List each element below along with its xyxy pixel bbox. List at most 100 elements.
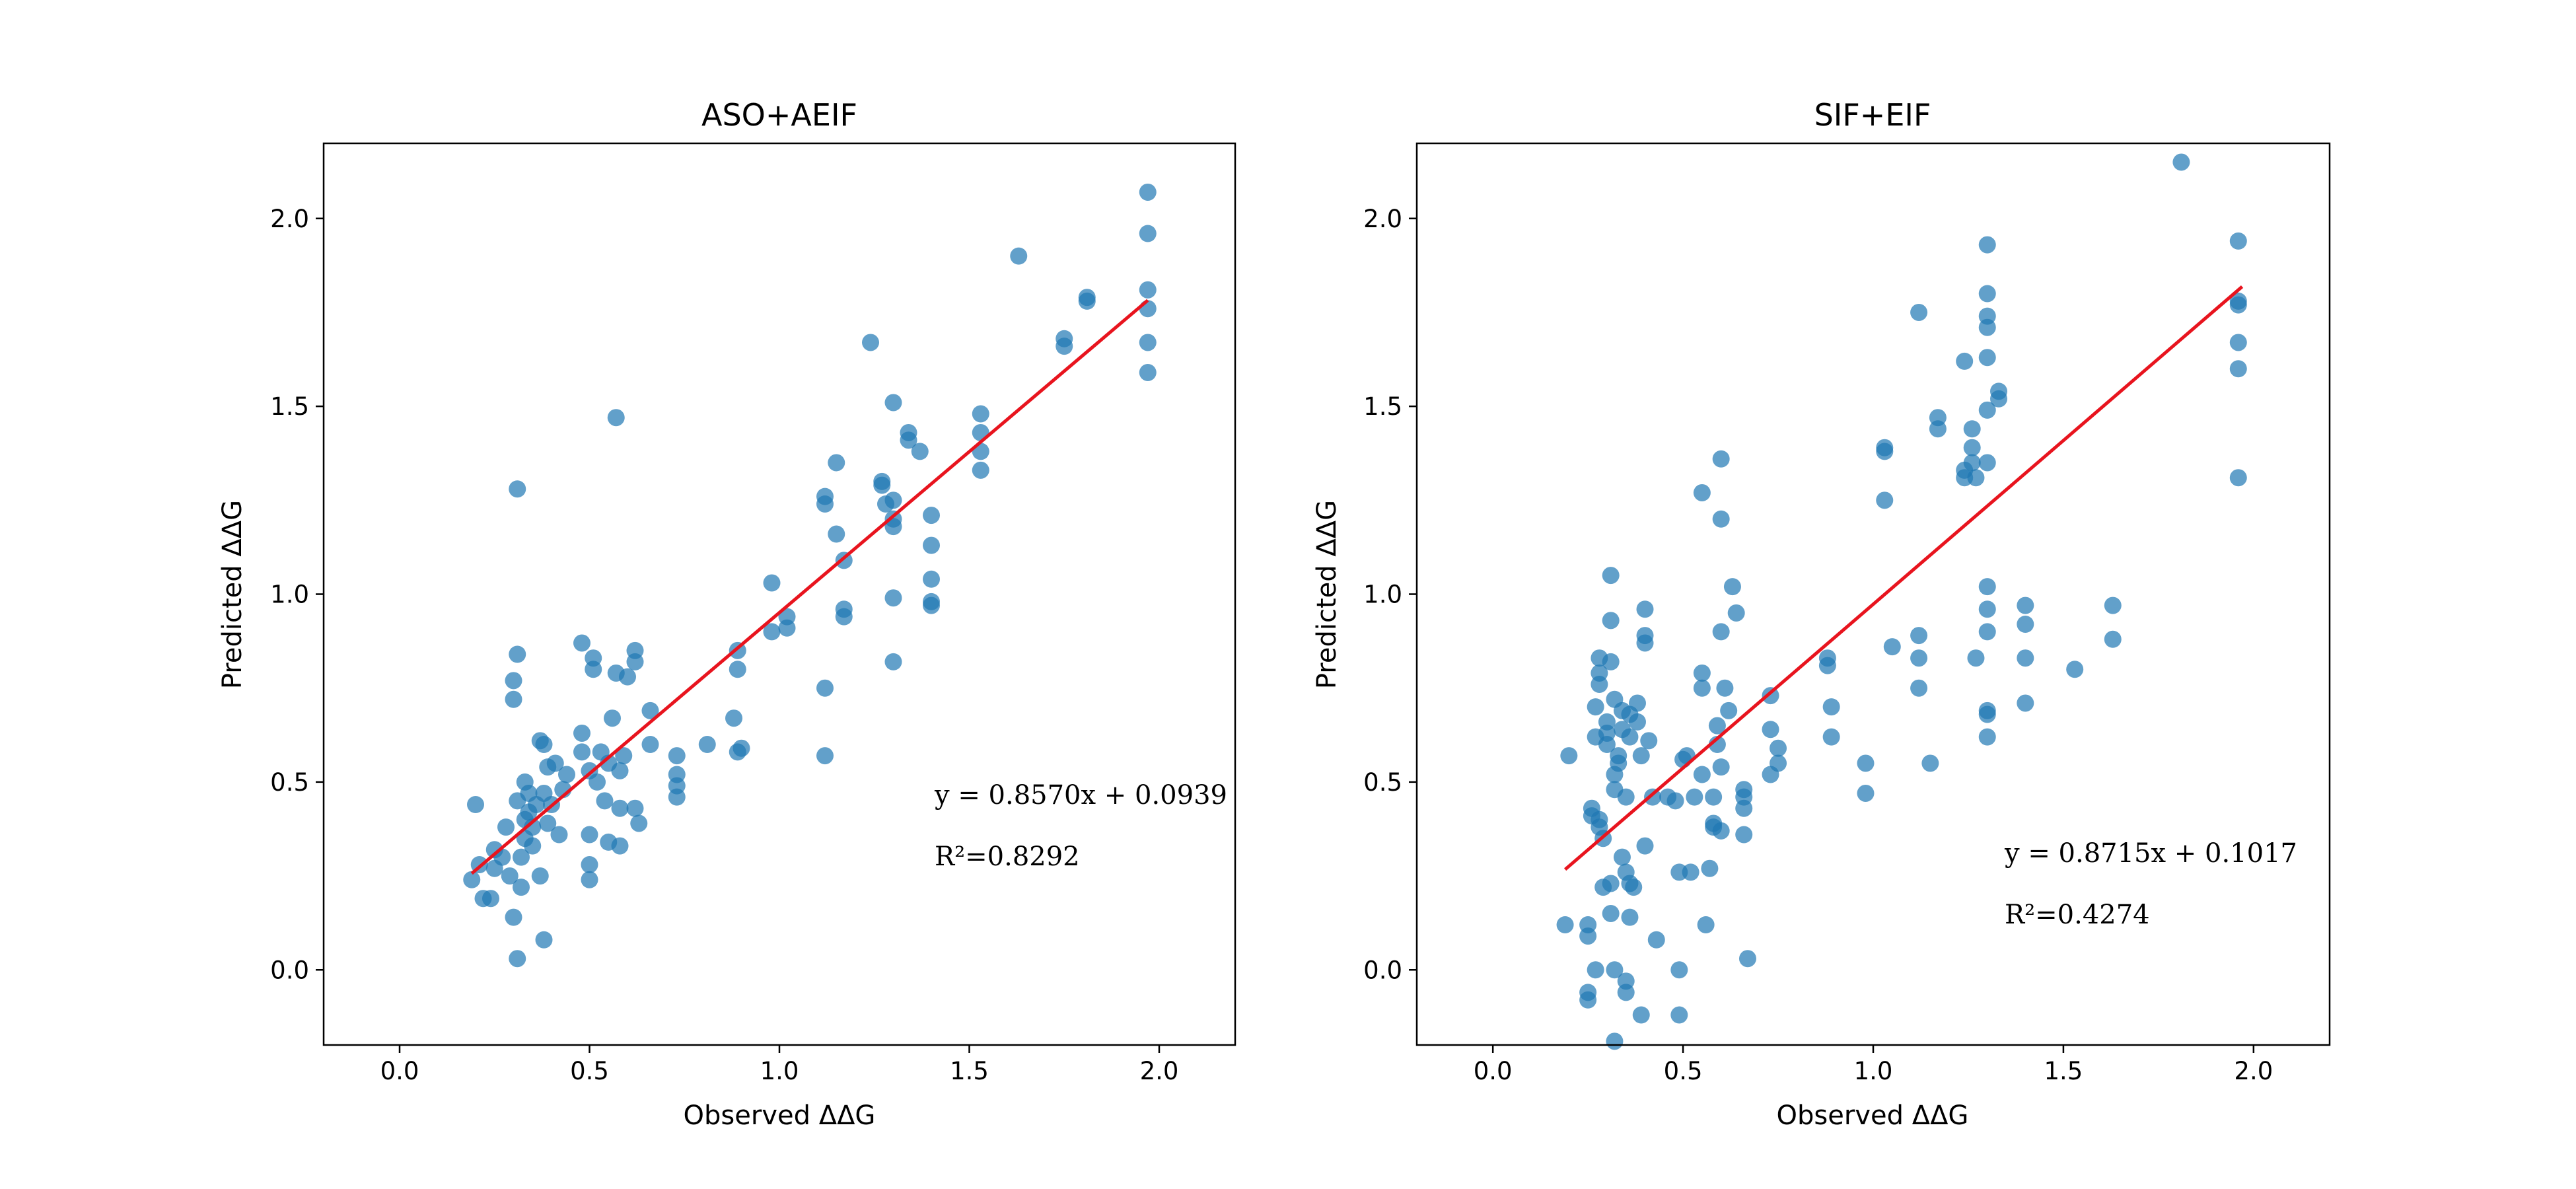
data-point	[1693, 664, 1711, 682]
data-point	[619, 668, 636, 686]
data-point	[531, 867, 549, 885]
data-point	[1606, 1032, 1624, 1050]
y-axis-title: Predicted ΔΔG	[217, 500, 248, 689]
y-tick-label: 0.5	[270, 768, 309, 797]
data-point	[2229, 334, 2247, 351]
plot-frame	[322, 142, 1236, 1046]
data-point	[1701, 859, 1719, 877]
data-point	[1705, 788, 1723, 806]
y-tick-label: 1.5	[270, 392, 309, 421]
regression-equation: y = 0.8570x + 0.0939	[934, 780, 1227, 811]
data-point	[535, 736, 553, 753]
data-point	[778, 619, 796, 637]
data-point	[581, 856, 598, 873]
data-point	[1556, 916, 1574, 933]
y-tick-label: 2.0	[270, 205, 309, 233]
data-point	[1967, 469, 1985, 487]
x-tick-label: 2.0	[2234, 1057, 2273, 1085]
data-point	[1735, 799, 1753, 817]
data-point	[1632, 747, 1650, 765]
data-point	[505, 672, 522, 690]
data-point	[1587, 961, 1604, 979]
data-point	[497, 818, 515, 836]
data-point	[463, 871, 481, 888]
data-point	[835, 608, 853, 626]
data-point	[2229, 360, 2247, 378]
data-point	[1770, 754, 1787, 772]
data-point	[1591, 676, 1608, 693]
data-point	[611, 799, 629, 817]
data-point	[828, 454, 845, 472]
data-point	[1010, 247, 1028, 265]
data-point	[668, 747, 686, 765]
plot-title: ASO+AEIF	[701, 97, 857, 133]
data-point	[1978, 600, 1996, 618]
data-point	[862, 334, 879, 351]
data-point	[1602, 653, 1620, 670]
data-point	[509, 480, 526, 498]
data-point	[1712, 510, 1730, 528]
data-point	[1727, 604, 1745, 622]
x-tick-label: 1.5	[950, 1057, 989, 1085]
data-point	[1818, 657, 1836, 674]
data-point	[2104, 630, 2122, 648]
data-point	[1978, 454, 1996, 472]
data-point	[1613, 848, 1631, 866]
data-point	[1139, 225, 1157, 242]
data-point	[589, 773, 606, 791]
data-point	[923, 570, 940, 588]
data-point	[972, 405, 989, 423]
y-tick-label: 1.0	[270, 581, 309, 609]
data-point	[1139, 300, 1157, 318]
data-point	[1876, 491, 1894, 509]
data-point	[2172, 153, 2190, 171]
x-tick-label: 0.5	[1664, 1057, 1703, 1085]
data-point	[1956, 352, 1974, 370]
data-point	[1712, 623, 1730, 641]
data-point	[2017, 694, 2034, 712]
data-point	[2017, 616, 2034, 633]
data-point	[626, 799, 644, 817]
data-point	[1602, 567, 1620, 585]
data-point	[1640, 732, 1658, 750]
data-point	[1632, 1006, 1650, 1024]
data-point	[1693, 484, 1711, 501]
axis-ticks: 0.0 0.5 1.0 1.5 2.0 0.0 0.5 1.0 1.5 2.0	[1363, 205, 2273, 1085]
data-point	[1910, 303, 1928, 321]
regression-line-group	[470, 299, 1149, 875]
data-point	[1628, 694, 1646, 712]
data-point	[884, 394, 902, 412]
data-point	[1910, 627, 1928, 645]
data-point	[573, 743, 590, 761]
data-point	[1693, 766, 1711, 783]
scatter-panel-sif-eif: SIF+EIF Observed ΔΔG Predicted ΔΔG 0.0 0.…	[1312, 97, 2331, 1131]
data-point	[539, 814, 557, 832]
data-point	[1720, 702, 1738, 719]
data-point	[1697, 916, 1715, 933]
y-axis-title: Predicted ΔΔG	[1312, 500, 1342, 689]
data-point	[501, 867, 519, 885]
data-point	[1712, 758, 1730, 776]
x-tick-label: 1.0	[1854, 1057, 1893, 1085]
data-point	[1617, 984, 1635, 1001]
plot-title: SIF+EIF	[1814, 97, 1931, 133]
data-point	[884, 589, 902, 607]
data-point	[1978, 318, 1996, 336]
data-point	[1735, 826, 1753, 844]
regression-equation: y = 0.8715x + 0.1017	[2004, 838, 2297, 869]
data-point	[524, 837, 542, 855]
data-point	[1978, 285, 1996, 303]
data-point	[585, 649, 602, 667]
data-point	[513, 879, 530, 896]
data-point	[729, 661, 746, 678]
data-point	[1670, 1006, 1688, 1024]
data-point	[884, 491, 902, 509]
data-point	[1678, 747, 1696, 765]
data-point	[2229, 232, 2247, 250]
data-point	[1617, 788, 1635, 806]
data-point	[513, 848, 530, 866]
data-point	[900, 431, 917, 449]
data-point	[1738, 950, 1756, 968]
data-point	[1990, 390, 2008, 408]
